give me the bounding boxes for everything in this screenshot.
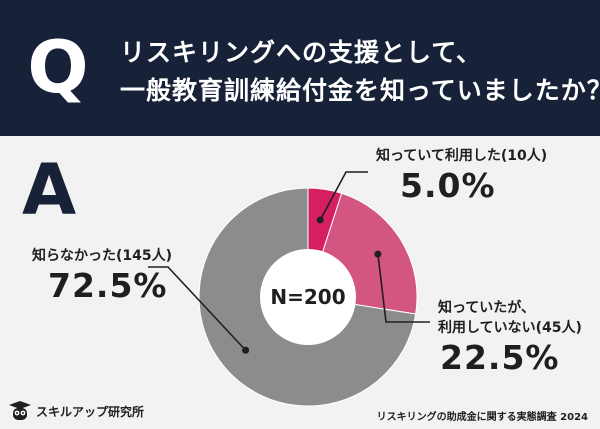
slice-label-used: 知っていて利用した(10人) 5.0%	[376, 146, 547, 206]
slice-label-not-used-pct: 22.5%	[440, 338, 560, 377]
leader-line-used	[319, 171, 368, 221]
leader-line-not-used-dot	[374, 250, 382, 258]
leader-line-unknown-dot	[242, 346, 250, 354]
owl-logo-icon	[9, 401, 31, 420]
slice-label-not-used-name-1: 知っていたが、	[438, 300, 536, 316]
slice-label-not-used-name-2: 利用していない(45人)	[438, 320, 582, 336]
slice-label-used-pct: 5.0%	[400, 166, 496, 205]
brand: スキルアップ研究所	[8, 400, 144, 422]
q-letter: Q	[27, 30, 88, 109]
slice-label-used-name: 知っていて利用した(10人)	[376, 148, 548, 164]
question-line-2: 一般教育訓練給付金を知っていましたか？	[120, 76, 600, 105]
donut-hole	[260, 249, 356, 345]
leader-line-used-dot	[316, 216, 324, 224]
brand-name: スキルアップ研究所	[36, 404, 145, 419]
slice-label-unknown-name: 知らなかった(145人)	[32, 248, 173, 264]
question-text: リスキリングへの支援として、 一般教育訓練給付金を知っていましたか？	[120, 34, 600, 110]
slice-label-unknown-pct: 72.5%	[48, 266, 168, 305]
header-banner: Q リスキリングへの支援として、 一般教育訓練給付金を知っていましたか？	[0, 0, 600, 136]
donut-chart: N=200	[148, 171, 430, 407]
q-icon: Q	[27, 30, 88, 109]
leader-line-unknown	[148, 266, 247, 351]
answer-letter: A	[22, 149, 77, 231]
slice-label-unknown: 知らなかった(145人) 72.5%	[32, 246, 172, 306]
center-label: N=200	[270, 285, 345, 309]
slice-label-not-used: 知っていたが、 利用していない(45人) 22.5%	[438, 298, 582, 378]
source-note: リスキリングの助成金に関する実態調査 2024	[376, 412, 588, 423]
leader-line-not-used	[377, 254, 430, 323]
question-line-1: リスキリングへの支援として、	[120, 38, 483, 67]
